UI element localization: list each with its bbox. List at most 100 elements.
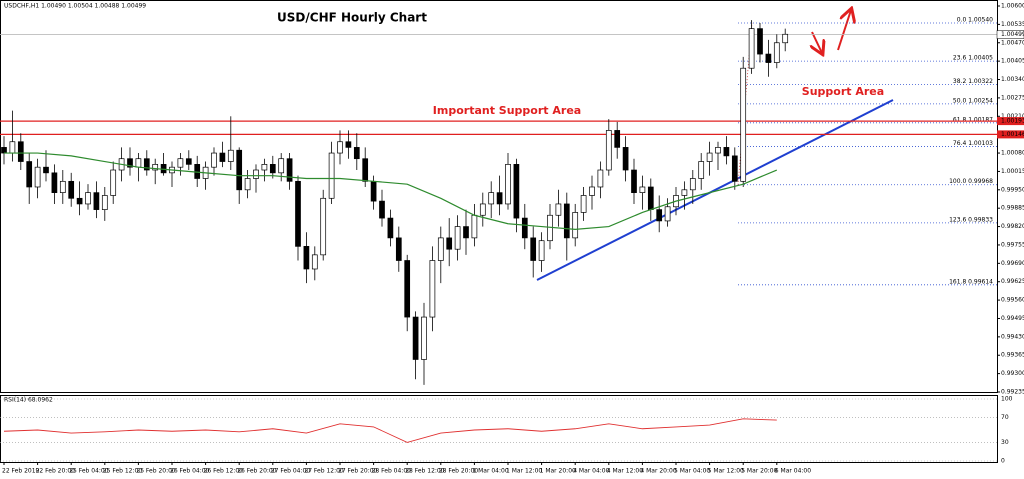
candle-body <box>773 42 780 63</box>
candle-body <box>278 158 285 174</box>
y-tick-label: 1.00275 <box>1001 94 1024 101</box>
support-label: 1.00193 <box>1001 118 1024 125</box>
rsi-tick-label: 0 <box>1001 458 1005 465</box>
price-box <box>997 130 1024 139</box>
candle-body <box>110 169 117 196</box>
candle-body <box>379 200 385 219</box>
candle-body <box>101 195 108 210</box>
candle-body <box>353 147 360 160</box>
candle-body <box>715 147 721 154</box>
candle-body <box>538 240 545 261</box>
candle-body <box>51 172 58 193</box>
y-tick-label: 1.00340 <box>1001 76 1024 83</box>
candle-body <box>295 180 301 247</box>
price-box <box>996 30 1024 39</box>
rsi-line <box>3 418 777 443</box>
rsi-panel <box>0 395 998 463</box>
candle-body <box>311 254 318 270</box>
rsi-tick-label: 30 <box>1001 439 1009 446</box>
candle-body <box>521 217 528 239</box>
x-tick-label: 1 Mar 04:00 <box>472 468 508 475</box>
candle-body <box>563 203 570 239</box>
y-tick-label: 0.99820 <box>1001 223 1024 230</box>
candle-body <box>437 237 444 261</box>
y-tick-label: 0.99495 <box>1001 315 1024 322</box>
x-tick-label: 5 Mar 12:00 <box>708 468 744 475</box>
x-tick-label: 5 Mar 20:00 <box>741 468 777 475</box>
candle-body <box>765 53 772 63</box>
candle-body <box>513 164 520 219</box>
candle-body <box>454 226 461 250</box>
y-tick-label: 0.99625 <box>1001 278 1024 285</box>
candle-body <box>681 189 688 196</box>
x-tick-label: 1 Mar 20:00 <box>540 468 576 475</box>
candle-body <box>219 152 226 162</box>
candle-body <box>740 67 747 182</box>
candle-body <box>605 130 612 171</box>
candle-body <box>748 28 755 69</box>
x-tick-label: 25 Feb 04:00 <box>69 468 109 475</box>
y-tick-label: 0.99885 <box>1001 205 1024 212</box>
candle-body <box>631 169 637 193</box>
annotation: Important Support Area <box>433 104 581 117</box>
candle-body <box>362 158 369 182</box>
candle-body <box>706 152 713 162</box>
x-tick-label: 27 Feb 20:00 <box>338 468 378 475</box>
candle-body <box>1 147 7 154</box>
annotation: Support Area <box>802 85 884 98</box>
x-tick-label: 22 Feb 2019 <box>2 468 40 475</box>
candle-body <box>261 164 268 171</box>
candle-body <box>93 192 100 210</box>
candle-body <box>328 152 335 199</box>
fib-label: 161.8 0.99614 <box>949 278 993 285</box>
symbol-header: USDCHF,H1 1.00490 1.00504 1.00488 1.0049… <box>4 3 146 10</box>
candle-body <box>286 158 293 182</box>
x-tick-label: 26 Feb 20:00 <box>237 468 277 475</box>
fib-label: 123.6 0.99833 <box>949 216 993 223</box>
candle-body <box>68 180 75 199</box>
candle-body <box>9 141 16 154</box>
candle-body <box>689 178 696 191</box>
fib-label: 38.2 1.00322 <box>953 78 993 85</box>
y-tick-label: 0.99300 <box>1001 370 1024 377</box>
x-tick-label: 4 Mar 12:00 <box>607 468 643 475</box>
candle-body <box>471 214 478 239</box>
candle-body <box>731 155 738 182</box>
y-tick-label: 0.99950 <box>1001 186 1024 193</box>
x-tick-label: 28 Feb 12:00 <box>405 468 445 475</box>
price-panel <box>0 0 998 393</box>
candle-body <box>185 158 192 165</box>
rsi-tick-label: 70 <box>1001 414 1009 421</box>
rsi-label: RSI(14) 68.0962 <box>4 397 53 404</box>
candle-body <box>177 158 184 168</box>
candle-body <box>152 164 159 171</box>
candle-body <box>421 316 427 360</box>
x-tick-label: 22 Feb 20:00 <box>36 468 76 475</box>
candle-body <box>211 152 217 168</box>
candle-body <box>639 186 646 193</box>
fib-label: 0.0 1.00540 <box>957 16 993 23</box>
y-tick-label: 1.00470 <box>1001 39 1024 46</box>
chart-title: USD/CHF Hourly Chart <box>277 11 427 25</box>
x-tick-label: 4 Mar 20:00 <box>640 468 676 475</box>
fib-label: 100.0 0.99968 <box>949 178 993 185</box>
rsi-tick-label: 100 <box>1001 396 1013 403</box>
y-tick-label: 0.99365 <box>1001 352 1024 359</box>
y-tick-label: 0.99755 <box>1001 241 1024 248</box>
y-tick-label: 1.00080 <box>1001 150 1024 157</box>
candle-body <box>135 158 142 168</box>
candle-body <box>505 164 511 205</box>
y-tick-label: 1.00015 <box>1001 168 1024 175</box>
candle-body <box>656 209 663 222</box>
candle-body <box>269 164 276 174</box>
candle-body <box>85 192 91 205</box>
candle-body <box>622 147 629 171</box>
y-tick-label: 0.99235 <box>1001 389 1024 396</box>
x-tick-label: 26 Feb 04:00 <box>170 468 210 475</box>
fib-label: 50.0 1.00254 <box>953 97 993 104</box>
candle-body <box>580 195 587 213</box>
y-tick-label: 0.99690 <box>1001 260 1024 267</box>
x-tick-label: 27 Feb 12:00 <box>304 468 344 475</box>
y-tick-label: 1.00405 <box>1001 58 1024 65</box>
candle-body <box>395 237 402 261</box>
